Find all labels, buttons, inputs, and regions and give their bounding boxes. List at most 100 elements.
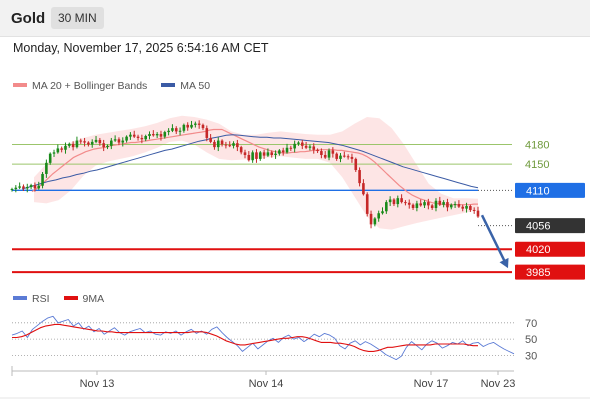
candle-body [190, 124, 193, 128]
candle-body [350, 156, 354, 159]
candle-body [469, 206, 472, 210]
candle [213, 139, 216, 150]
candle [465, 202, 468, 213]
candle [113, 135, 117, 142]
candle [285, 143, 289, 154]
candle [152, 130, 155, 137]
candle [377, 210, 380, 222]
candle-body [358, 170, 361, 184]
candle-body [228, 145, 232, 147]
candle-body [289, 147, 293, 149]
candle-body [167, 130, 170, 133]
candle [419, 199, 423, 207]
candle [45, 159, 48, 178]
candle-body [434, 200, 438, 208]
candle-body [98, 139, 102, 144]
candle-body [312, 146, 316, 150]
candle [18, 182, 21, 190]
candle-body [266, 152, 270, 156]
candle [404, 200, 407, 206]
candle [266, 148, 270, 157]
candle [427, 198, 430, 210]
candle [159, 130, 163, 141]
candle-body [14, 187, 18, 190]
candle-body [423, 202, 426, 206]
candle [87, 141, 90, 147]
candle-body [251, 152, 254, 161]
candle-body [362, 183, 365, 195]
candle-body [270, 152, 274, 155]
candle [121, 137, 125, 147]
candle [56, 144, 60, 154]
candle-body [56, 148, 60, 153]
candle [396, 195, 400, 208]
candle [343, 151, 346, 158]
resistance-1-label: 4150 [525, 159, 549, 171]
candle [22, 184, 25, 191]
candle-body [236, 143, 239, 148]
candle [182, 123, 186, 133]
candle-body [113, 139, 117, 141]
candle-body [83, 141, 86, 143]
candle [358, 167, 361, 187]
candle-body [182, 124, 186, 131]
candle-body [377, 213, 380, 219]
candle-body [320, 151, 323, 155]
candle-body [411, 204, 415, 208]
candle [205, 125, 209, 142]
candle [354, 157, 358, 172]
candle-body [476, 210, 480, 217]
x-tick-label: Nov 13 [80, 378, 115, 390]
rsi-legend-label: RSI [32, 293, 50, 305]
candle-body [304, 145, 308, 148]
candle-body [453, 204, 457, 206]
candle-body [461, 206, 465, 209]
candle-body [297, 142, 300, 144]
candle-body [152, 134, 155, 136]
candle-body [293, 143, 296, 149]
candle-body [449, 204, 453, 208]
candle-body [385, 202, 388, 212]
candle [171, 124, 174, 133]
ma20-legend-label: MA 20 + Bollinger Bands [32, 80, 148, 92]
forecast-arrow-head [499, 257, 509, 269]
ma20-swatch [13, 83, 27, 88]
candle-body [174, 128, 178, 132]
candle-body [308, 146, 312, 148]
candle-body [327, 150, 331, 158]
candle [274, 150, 277, 159]
candle-body [102, 143, 105, 148]
support-1-label: 4020 [526, 244, 550, 256]
candle [281, 147, 285, 156]
candle [449, 203, 453, 210]
candle-body [67, 143, 71, 146]
candle-body [274, 153, 277, 155]
candle [304, 141, 308, 150]
candle [102, 139, 105, 152]
candle [381, 207, 384, 215]
candle [461, 204, 465, 212]
chart-datetime: Monday, November 17, 2025 6:54:16 AM CET [13, 41, 269, 55]
candle [457, 200, 461, 208]
forecast-arrow-shaft [480, 214, 507, 263]
candle [197, 120, 201, 129]
candle-body [159, 134, 163, 137]
candle [362, 179, 365, 196]
candle [224, 141, 228, 149]
candle-body [354, 158, 358, 171]
pivot-label-box [515, 182, 585, 198]
candle [365, 192, 369, 217]
timeframe-badge[interactable]: 30 MIN [51, 7, 104, 29]
candle [174, 126, 178, 135]
current-price-label: 4056 [526, 221, 550, 233]
candle [167, 128, 170, 136]
candle-body [25, 187, 29, 189]
candle-body [201, 124, 205, 129]
candle-body [90, 141, 94, 145]
candle [469, 204, 472, 212]
candle-body [415, 203, 419, 208]
candle [297, 141, 300, 146]
candle-body [41, 173, 44, 186]
candle-body [339, 155, 342, 159]
candle-body [155, 134, 159, 136]
